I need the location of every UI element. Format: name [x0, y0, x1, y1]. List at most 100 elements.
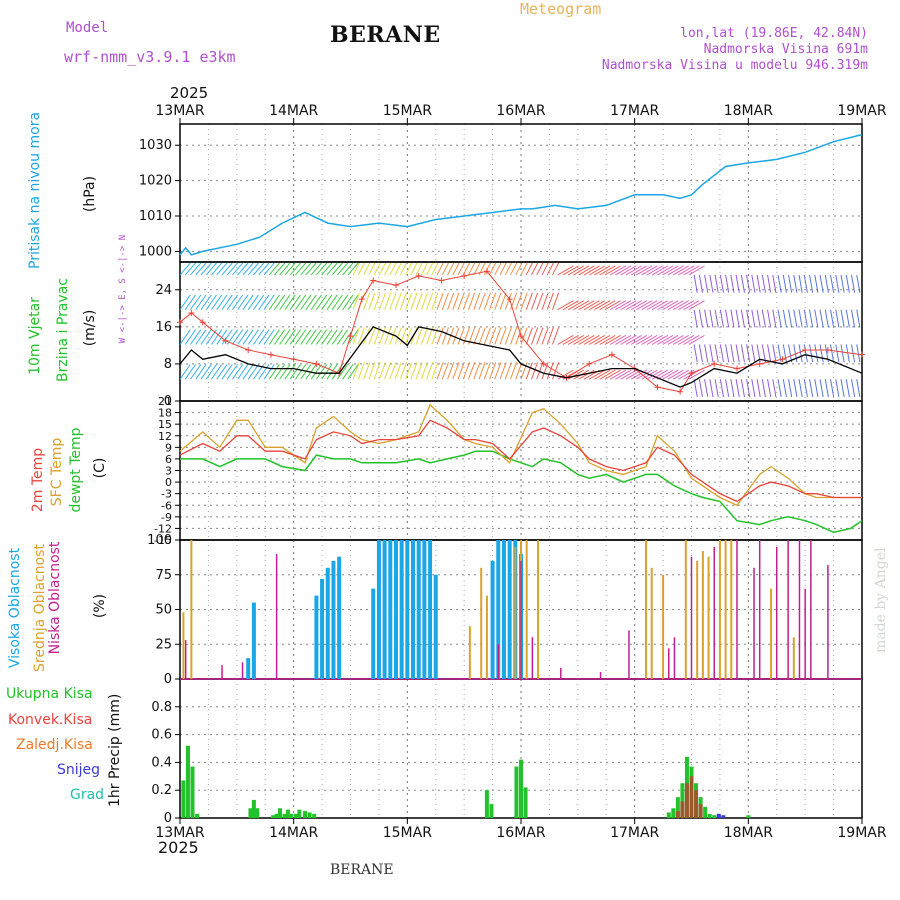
- wind-barb: [489, 292, 497, 310]
- cloud-bar-1: [645, 540, 648, 679]
- wind-barb: [604, 335, 621, 345]
- cloud-bar-2: [668, 648, 670, 679]
- wind-barb: [300, 329, 312, 345]
- wind-barb: [767, 309, 772, 328]
- y-tick-label: 0: [164, 672, 172, 687]
- precip-bar-0: [514, 766, 519, 818]
- wind-speed-line: [179, 326, 863, 388]
- wind-gust-mark: [461, 272, 468, 279]
- wind-barb: [630, 265, 648, 276]
- wind-barb: [452, 327, 460, 345]
- wind-barb: [594, 335, 611, 345]
- wind-barb: [336, 294, 349, 310]
- wind-barb: [531, 262, 539, 276]
- cloud-bar-2: [520, 560, 522, 679]
- wind-barb: [410, 362, 418, 380]
- precip-bar-0: [519, 759, 523, 818]
- wind-barb: [326, 294, 338, 310]
- wind-barb: [347, 262, 359, 276]
- wind-barb: [452, 262, 460, 276]
- wind-barb: [321, 262, 333, 276]
- wind-barb: [845, 344, 850, 363]
- wind-barb: [310, 329, 322, 345]
- wind-barb: [232, 294, 244, 310]
- cloud-bar-1: [485, 595, 488, 679]
- wind-barb: [352, 262, 360, 276]
- wind-barb: [583, 335, 600, 345]
- wind-barb: [316, 262, 328, 276]
- wind-barb: [693, 344, 698, 363]
- precip-bar-0: [703, 806, 708, 818]
- wind-barb: [525, 362, 533, 380]
- wind-barb: [698, 379, 703, 398]
- precip-bar-0: [666, 812, 671, 818]
- wind-barb: [441, 327, 449, 345]
- wind-barb: [232, 329, 244, 345]
- wind-barb: [184, 364, 196, 380]
- wind-barb: [725, 344, 730, 363]
- precip-legend-freezing: Zaledj.Kisa: [16, 737, 93, 753]
- precip-bar-0: [271, 815, 276, 818]
- wind-gust-mark: [586, 360, 593, 367]
- panel-frame-pressure: [179, 123, 863, 263]
- wind-barb: [499, 327, 507, 345]
- cloud-bar-1: [480, 567, 483, 679]
- wind-barb: [698, 344, 703, 363]
- wind-barb: [557, 369, 574, 380]
- wind-barb: [462, 292, 470, 310]
- wind-barb: [562, 265, 579, 276]
- wind-barb: [274, 364, 286, 380]
- wind-barb: [809, 274, 814, 293]
- wind-barb: [609, 335, 627, 345]
- wind-gust-mark: [370, 277, 377, 284]
- wind-barb: [625, 335, 642, 345]
- wind-gust-mark: [245, 347, 252, 354]
- wind-barb: [352, 362, 360, 380]
- lonlat-label: lon,lat (19.86E, 42.84N): [680, 26, 868, 41]
- wind-barb: [636, 335, 653, 345]
- precip-bar-0: [274, 813, 279, 818]
- wind-barb: [662, 265, 679, 276]
- wind-barb: [552, 292, 560, 310]
- wind-barb: [504, 292, 512, 310]
- wind-barb: [478, 327, 486, 345]
- wind-barb: [641, 335, 658, 345]
- wind-gust-mark: [222, 337, 229, 344]
- wind-barb: [730, 379, 735, 398]
- wind-barb: [594, 369, 611, 380]
- wind-barb: [274, 262, 286, 276]
- wind-barb: [525, 327, 533, 345]
- y-tick-label: 0.6: [151, 728, 172, 743]
- cloud-bar-2: [776, 546, 778, 679]
- wind-barb: [462, 327, 470, 345]
- wind-barb: [399, 327, 407, 345]
- wind-barb: [546, 327, 554, 345]
- y-tick-label: -15: [154, 534, 172, 547]
- wind-barb: [389, 262, 397, 276]
- wind-barb: [452, 292, 460, 310]
- wind-barb: [268, 329, 280, 345]
- wind-barb: [200, 329, 212, 345]
- wind-barb: [216, 262, 228, 276]
- x-tick-label-top: 19MAR: [837, 103, 886, 119]
- wind-barb: [452, 362, 460, 380]
- wind-barb: [489, 327, 497, 345]
- year-bottom: 2025: [158, 838, 199, 857]
- cloud-bar-1: [525, 540, 528, 679]
- wind-barb: [211, 364, 223, 380]
- wind-barb: [415, 327, 423, 345]
- wind-barb: [384, 362, 392, 380]
- temp2m-label: 2m Temp: [30, 447, 46, 513]
- wind-barb: [368, 362, 376, 380]
- wind-gust-mark: [824, 347, 831, 354]
- wind-barb: [436, 327, 444, 345]
- wind-barb: [468, 362, 476, 380]
- wind-barb: [357, 327, 365, 345]
- wind-barb: [546, 262, 554, 276]
- wind-barb: [620, 265, 637, 276]
- wind-barb: [473, 327, 481, 345]
- wind-barb: [478, 362, 486, 380]
- wind-barb: [709, 379, 714, 398]
- cloud-bar-0: [320, 578, 325, 679]
- wind-barb: [510, 262, 518, 276]
